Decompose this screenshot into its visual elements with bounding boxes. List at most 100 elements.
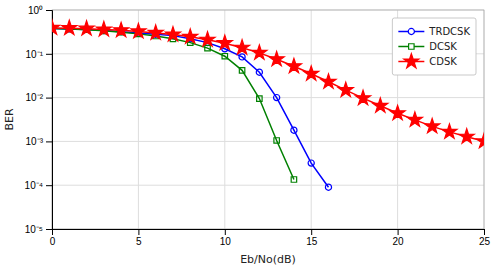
legend-label: TRDCSK (428, 26, 470, 37)
x-tick-mark (225, 229, 226, 235)
y-tick-mark (46, 141, 52, 142)
legend: TRDCSK DCSK CDSK (392, 18, 476, 75)
legend-marker (408, 28, 414, 34)
y-tick-label: 10⁰ (28, 5, 43, 16)
series (52, 25, 332, 190)
x-tick-mark (311, 229, 312, 235)
series-marker (239, 68, 244, 73)
legend-label: CDSK (429, 56, 457, 67)
plot: 0 5 10 15 20 25 10⁻⁵ 10⁻⁴ 10⁻³ 10⁻² 10⁻¹ 10⁰ TRDCSK D… (25, 5, 492, 247)
series-marker (239, 54, 245, 60)
legend-item: CDSK (398, 54, 457, 68)
series-marker (256, 69, 262, 75)
series-marker (476, 134, 484, 148)
x-tick: 10 (220, 229, 232, 247)
y-tick-mark (46, 98, 52, 99)
legend-label: DCSK (429, 41, 457, 52)
y-axis: 10⁻⁵ 10⁻⁴ 10⁻³ 10⁻² 10⁻¹ 10⁰ (25, 5, 53, 235)
x-tick: 0 (50, 229, 56, 247)
y-tick-mark (46, 54, 52, 55)
x-grid-line (138, 10, 139, 229)
series-marker (114, 22, 129, 36)
x-axis-line (53, 230, 485, 236)
y-tick: 10⁻⁴ (25, 180, 52, 191)
x-axis-title: Eb/No(dB) (240, 253, 296, 266)
y-tick-label: 10⁻⁵ (25, 224, 43, 235)
series-marker (235, 40, 250, 54)
y-grid-line (52, 97, 484, 98)
y-grid-line (52, 185, 484, 186)
series-marker (356, 90, 371, 104)
series-marker (291, 177, 296, 182)
y-tick-mark (46, 10, 52, 11)
x-axis: 0 5 10 15 20 25 (50, 229, 491, 247)
series-marker (291, 127, 297, 133)
y-tick-mark (46, 185, 52, 186)
series-marker (308, 160, 314, 166)
plot-frame (52, 10, 484, 229)
x-tick: 5 (136, 229, 142, 247)
series-marker (217, 35, 232, 49)
series-marker (222, 53, 227, 58)
series-marker (62, 20, 77, 34)
series-marker (79, 21, 94, 35)
series-marker (274, 95, 280, 101)
series-marker (252, 45, 267, 59)
grid (52, 10, 484, 229)
x-tick-label: 20 (393, 236, 405, 247)
series-marker (205, 45, 210, 50)
y-grid-line (52, 141, 484, 142)
x-tick: 25 (479, 229, 491, 247)
x-tick: 15 (306, 229, 318, 247)
x-tick-mark (484, 229, 485, 235)
y-tick-label: 10⁻⁴ (25, 180, 43, 191)
series-marker (442, 124, 457, 138)
legend-item: TRDCSK (398, 26, 470, 37)
series-marker (131, 23, 146, 37)
y-tick-label: 10⁻¹ (26, 49, 44, 60)
series-marker (274, 138, 279, 143)
legend-marker (409, 44, 414, 49)
series-marker (321, 74, 336, 88)
y-tick: 10⁻¹ (26, 49, 52, 60)
series-marker (390, 105, 405, 119)
x-tick: 20 (393, 229, 405, 247)
series-marker (165, 27, 180, 41)
series-marker (96, 22, 111, 36)
chart: 0 5 10 15 20 25 10⁻⁵ 10⁻⁴ 10⁻³ 10⁻² 10⁻¹ 10⁰ TRDCSK D… (0, 0, 500, 269)
series (52, 26, 297, 183)
series-marker (52, 20, 60, 34)
series-marker (148, 25, 163, 39)
x-tick-label: 15 (306, 236, 318, 247)
series-marker (425, 119, 440, 133)
series-marker (200, 32, 215, 46)
legend-frame (392, 18, 476, 75)
x-tick-mark (398, 229, 399, 235)
series-marker (407, 112, 422, 126)
series-line (52, 28, 294, 179)
x-tick-label: 0 (50, 236, 56, 247)
y-tick-label: 10⁻³ (26, 136, 44, 147)
y-tick: 10⁻³ (26, 136, 52, 147)
legend-marker (404, 54, 419, 68)
y-tick: 10⁻² (26, 92, 52, 103)
series-marker (257, 96, 262, 101)
series-marker (286, 58, 301, 72)
y-axis-title: BER (3, 108, 16, 130)
series-line (52, 28, 328, 187)
series-marker (338, 82, 353, 96)
y-tick: 10⁰ (28, 5, 52, 16)
series-marker (183, 29, 198, 43)
x-tick-label: 5 (136, 236, 142, 247)
y-tick: 10⁻⁵ (25, 224, 52, 235)
x-tick-mark (138, 229, 139, 235)
x-tick-label: 10 (220, 236, 232, 247)
series-marker (325, 184, 331, 190)
series-marker (459, 129, 474, 143)
series-marker (373, 98, 388, 112)
x-tick-label: 25 (479, 236, 491, 247)
series-marker (269, 51, 284, 65)
legend-item: DCSK (398, 41, 457, 52)
y-axis-line (46, 11, 53, 230)
y-tick-mark (46, 229, 52, 230)
